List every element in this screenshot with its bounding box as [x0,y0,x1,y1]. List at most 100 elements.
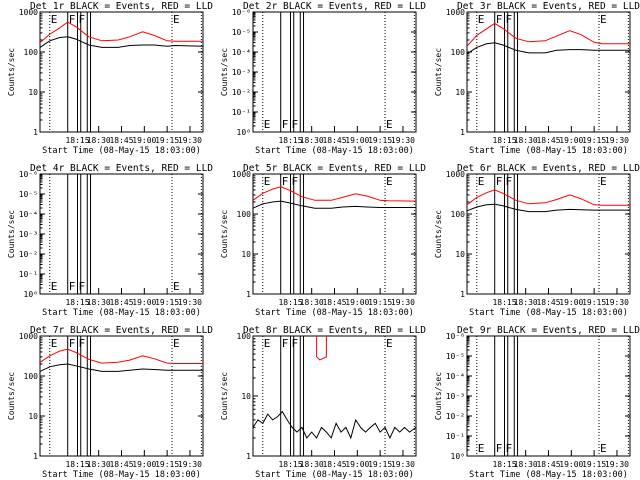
chart-title: Det 2r BLACK = Events, RED = LLD [243,1,426,12]
chart-title: Det 4r BLACK = Events, RED = LLD [30,163,213,174]
chart-title: Det 1r BLACK = Events, RED = LLD [30,1,213,12]
x-tick-label: 19:00 [132,298,156,307]
x-tick-label: 19:00 [132,136,156,145]
y-axis-label: Counts/sec [434,48,443,96]
y-tick-label: 1 [246,452,251,461]
y-tick-label: 1000 [446,8,465,17]
chart-panel-9: Det 9r BLACK = Events, RED = LLD 10⁰ 10⁻¹ 1… [434,325,640,480]
marker-label-e: E [386,175,393,188]
plot-frame [466,173,631,295]
y-tick-label: 10⁻¹ [232,108,251,117]
x-axis-label: Start Time (08-May-15 18:03:00) [42,308,201,318]
x-tick-label: 19:30 [605,298,629,307]
x-tick-label: 19:15 [582,136,606,145]
y-tick-label: 10 [241,392,251,401]
x-tick-label: 18:45 [536,136,560,145]
y-axis-label: Counts/sec [434,372,443,420]
x-tick-label: 18:30 [87,298,111,307]
marker-label-e: E [51,280,58,293]
y-tick-label: 10 [28,88,38,97]
plot-frame [466,11,631,133]
x-tick-label: 19:30 [391,136,415,145]
series-line-events [466,42,630,55]
y-tick-label: 10⁻² [446,412,465,421]
y-tick-label: 10 [28,412,38,421]
series-line-lld [39,21,203,44]
x-tick-label: 19:15 [582,298,606,307]
y-tick-label: 10⁰ [451,452,465,461]
marker-label-f: F [69,280,76,293]
series-line-lld [39,348,203,364]
marker-label-e: E [264,175,271,188]
x-tick-label: 18:30 [514,136,538,145]
x-tick-label: 18:15 [278,460,302,469]
x-tick-label: 18:45 [109,136,133,145]
y-tick-label: 10 [455,88,465,97]
x-tick-label: 18:45 [536,460,560,469]
x-tick-label: 18:15 [65,136,89,145]
x-tick-label: 19:00 [345,298,369,307]
marker-label-e: E [173,337,180,350]
x-tick-label: 18:15 [65,460,89,469]
marker-label-e: E [478,442,485,455]
x-tick-label: 19:15 [582,460,606,469]
chart-title: Det 9r BLACK = Events, RED = LLD [457,325,640,336]
x-tick-label: 18:45 [322,298,346,307]
y-tick-label: 1000 [19,332,38,341]
marker-label-e: E [600,442,607,455]
x-tick-label: 18:45 [109,460,133,469]
y-axis-label: Counts/sec [220,48,229,96]
y-tick-label: 1000 [19,8,38,17]
chart-panel-5: Det 5r BLACK = Events, RED = LLD 1 10 100 10… [220,163,426,318]
y-tick-label: 10⁻³ [232,68,251,77]
chart-title: Det 8r BLACK = Events, RED = LLD [243,325,426,336]
y-tick-label: 1 [460,290,465,299]
x-tick-label: 19:30 [391,298,415,307]
marker-label-f: F [505,13,512,26]
y-tick-label: 10⁰ [237,128,251,137]
marker-label-e: E [478,175,485,188]
x-tick-label: 19:00 [345,136,369,145]
marker-label-e: E [386,337,393,350]
series-line-lld [466,189,630,206]
y-tick-label: 10⁻⁶ [19,170,38,179]
x-tick-label: 18:45 [322,460,346,469]
series-line-events [466,203,630,213]
x-tick-label: 19:00 [559,298,583,307]
plot-frame [252,173,417,295]
marker-label-f: F [505,442,512,455]
chart-panel-6: Det 6r BLACK = Events, RED = LLD 1 10 100 10… [434,163,640,318]
chart-title: Det 3r BLACK = Events, RED = LLD [457,1,640,12]
x-tick-label: 18:30 [300,298,324,307]
x-tick-label: 19:15 [368,136,392,145]
x-tick-label: 19:30 [178,136,202,145]
marker-label-f: F [496,175,503,188]
x-tick-label: 19:15 [368,298,392,307]
x-tick-label: 19:15 [155,298,179,307]
chart-title: Det 7r BLACK = Events, RED = LLD [30,325,213,336]
x-tick-label: 18:15 [492,136,516,145]
x-tick-label: 18:15 [492,460,516,469]
chart-panel-8: Det 8r BLACK = Events, RED = LLD 1 10 100 Co… [220,325,426,480]
y-tick-label: 10 [455,250,465,259]
x-axis-label: Start Time (08-May-15 18:03:00) [469,146,628,156]
marker-label-e: E [264,337,271,350]
y-axis-label: Counts/sec [220,210,229,258]
y-tick-label: 1 [460,128,465,137]
y-tick-label: 10⁻³ [446,392,465,401]
series-line-events [39,363,203,372]
chart-panel-3: Det 3r BLACK = Events, RED = LLD 1 10 100 10… [434,1,640,156]
x-axis-label: Start Time (08-May-15 18:03:00) [255,470,414,480]
y-tick-label: 100 [24,48,39,57]
x-tick-label: 19:00 [132,460,156,469]
series-line-events [252,200,416,209]
x-tick-label: 18:15 [278,136,302,145]
x-tick-label: 18:45 [536,298,560,307]
x-axis-label: Start Time (08-May-15 18:03:00) [255,146,414,156]
x-tick-label: 18:15 [278,298,302,307]
y-tick-label: 10⁻⁶ [232,8,251,17]
chart-panel-7: Det 7r BLACK = Events, RED = LLD 1 10 100 10… [7,325,213,480]
x-tick-label: 19:30 [605,136,629,145]
x-tick-label: 19:30 [178,298,202,307]
plot-frame [252,11,417,133]
